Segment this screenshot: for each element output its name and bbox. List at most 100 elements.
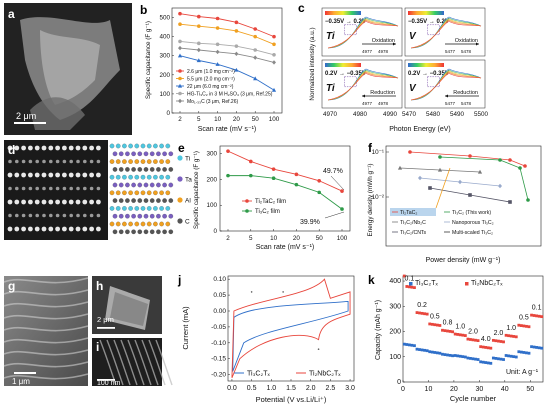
data-point-k <box>466 337 470 341</box>
data-point-k <box>428 322 432 326</box>
data-point-k <box>438 324 442 327</box>
ytick-label-e: 100 <box>206 202 217 209</box>
scale-bar-i <box>97 379 115 381</box>
data-point-f <box>477 169 483 174</box>
ytick-label-f: 10⁻² <box>372 194 384 201</box>
model-atom <box>125 151 130 157</box>
stem-atom <box>96 145 101 151</box>
legend-k: Ti₃C₂Tₓ Ti₂NbC₂Tₓ <box>409 280 503 287</box>
panel-letter-i: i <box>96 340 99 354</box>
stem-atom <box>34 226 40 232</box>
rate-label-k: 0.5 <box>430 313 440 320</box>
data-point-k <box>430 322 434 326</box>
model-atom <box>112 229 118 235</box>
xtick-label-b: 50 <box>252 116 260 123</box>
data-point-k <box>461 355 465 359</box>
legend-b: 2.6 μm (1.0 mg cm⁻²) 5.5 μm (2.0 mg cm⁻²)… <box>176 69 273 105</box>
data-point-b <box>197 14 201 19</box>
atom-legend-label: Ta <box>185 177 192 184</box>
model-atom <box>146 206 152 211</box>
panel-c: c Normalized intensity (a.u.) Photon Ene… <box>298 1 488 133</box>
model-atom <box>137 198 143 203</box>
data-point-k <box>456 354 460 358</box>
data-point-e <box>294 182 299 187</box>
panel-b: b 2 5 10 20 50 100 0 100 200 300 400 500 2.6 μm (1.… <box>140 3 283 133</box>
data-point-k <box>433 323 437 327</box>
model-atom <box>168 167 174 172</box>
element-label: Ti <box>326 83 335 94</box>
stem-atom <box>62 159 67 164</box>
stem-atom <box>48 226 54 232</box>
data-point-b <box>215 62 220 66</box>
stem-atom <box>82 172 88 178</box>
stem-atom <box>34 199 40 205</box>
sem-ridge-g <box>3 325 89 332</box>
data-point-k <box>469 338 472 341</box>
rate-label-k: 1.0 <box>455 323 465 330</box>
model-atom <box>128 221 133 227</box>
panel-letter-h: h <box>96 279 103 293</box>
xtick-label-e: 2 <box>226 235 230 242</box>
stem-atom <box>48 172 54 178</box>
model-atom <box>134 206 140 211</box>
ticks-k: 0 10 20 30 40 50 0 100 200 300 400 <box>389 278 534 393</box>
stem-atom <box>21 172 26 178</box>
data-point-k <box>486 346 490 350</box>
stem-atom <box>96 172 101 178</box>
annotation-arrow-e-1 <box>330 175 345 191</box>
data-point-k <box>407 285 411 289</box>
data-point-f <box>418 175 422 181</box>
model-atom <box>143 182 149 188</box>
legend-marker-k <box>409 282 413 286</box>
data-point-k <box>479 345 483 349</box>
stem-atom <box>89 186 94 191</box>
cv-loop-ti3c2tx <box>232 300 349 372</box>
stem-atom <box>48 199 54 205</box>
model-atom <box>143 198 149 203</box>
stem-atom <box>8 213 12 218</box>
data-point-k <box>420 311 424 315</box>
xtick-label-e: 20 <box>293 235 301 242</box>
data-point-k <box>405 343 409 346</box>
model-atom <box>162 198 167 203</box>
model-atom <box>143 213 149 219</box>
model-atom <box>159 143 164 149</box>
data-point-b <box>272 42 276 47</box>
color-gradient-bar <box>325 63 361 67</box>
model-atom <box>162 167 167 172</box>
data-point-b <box>197 24 201 28</box>
data-point-b <box>196 47 201 53</box>
stem-atom <box>89 199 94 205</box>
stem-atom <box>48 145 54 151</box>
data-point-k <box>535 346 539 349</box>
sem-strand-i <box>134 339 152 386</box>
atom-legend-label: Ti <box>185 156 190 163</box>
xtick-label-k: 30 <box>475 386 483 393</box>
legend-marker-b <box>178 69 182 73</box>
model-atom <box>159 174 164 180</box>
model-atom <box>140 190 146 196</box>
model-atom <box>122 206 127 211</box>
mode-label: Reduction <box>453 90 478 96</box>
model-atom <box>140 221 146 227</box>
data-point-k <box>410 343 414 347</box>
legend-label-j: Ti₃C₂Tₓ <box>247 371 270 378</box>
data-point-b <box>215 49 220 55</box>
stem-atom <box>21 226 26 232</box>
peak-marker-j <box>250 291 253 293</box>
model-atom <box>109 221 115 227</box>
data-point-e <box>340 189 344 193</box>
data-point-k <box>519 350 523 354</box>
xtick-label-j: 2.5 <box>326 385 336 392</box>
data-point-k <box>522 351 526 354</box>
stem-atom <box>62 145 67 151</box>
atom-legend-marker <box>177 155 183 161</box>
model-atom <box>153 174 158 180</box>
stem-atom <box>14 199 20 205</box>
energy-mark-1: 5477 <box>445 49 456 54</box>
ytick-label-b: 400 <box>159 34 170 41</box>
data-point-f <box>408 150 412 154</box>
data-point-k <box>405 285 409 288</box>
model-atom <box>156 151 161 157</box>
data-point-k <box>502 340 505 344</box>
